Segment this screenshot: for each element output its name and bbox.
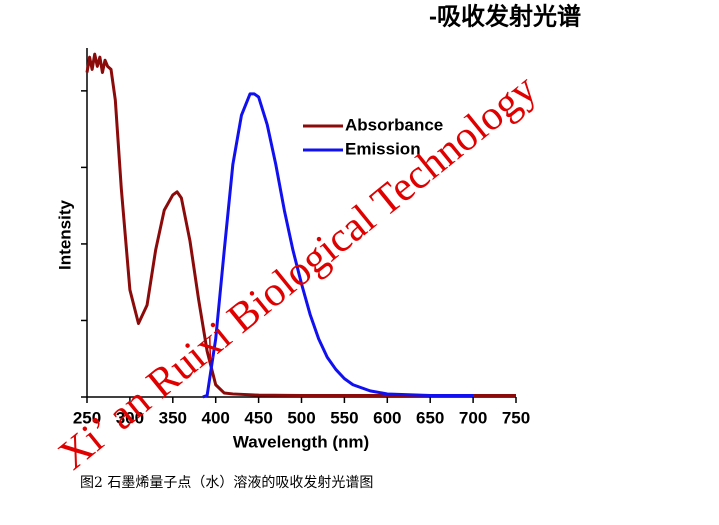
x-tick-label: 750 xyxy=(502,408,530,427)
legend-label: Absorbance xyxy=(345,115,443,134)
series-line xyxy=(85,52,516,397)
legend-label: Emission xyxy=(345,139,421,158)
x-tick-label: 650 xyxy=(416,408,444,427)
x-tick-label: 450 xyxy=(244,408,272,427)
x-tick-label: 350 xyxy=(159,408,187,427)
x-tick-label: 400 xyxy=(202,408,230,427)
x-tick-label: 700 xyxy=(459,408,487,427)
x-axis-label: Wavelength (nm) xyxy=(233,432,369,451)
x-tick-label: 550 xyxy=(330,408,358,427)
series-line xyxy=(202,92,474,399)
x-tick-label: 300 xyxy=(116,408,144,427)
x-tick-label: 250 xyxy=(73,408,101,427)
x-tick-label: 600 xyxy=(373,408,401,427)
caption: 图2 石墨烯量子点（水）溶液的吸收发射光谱图 xyxy=(80,475,373,491)
x-tick-label: 500 xyxy=(287,408,315,427)
heading: -吸收发射光谱 xyxy=(429,2,581,30)
y-axis-label: Intensity xyxy=(55,200,74,270)
